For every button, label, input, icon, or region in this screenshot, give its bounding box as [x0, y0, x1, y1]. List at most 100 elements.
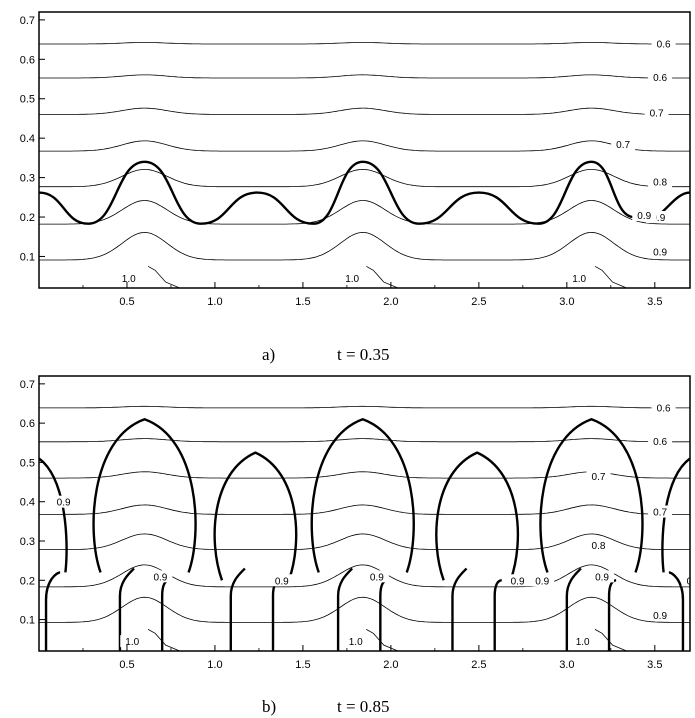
contour-line	[39, 504, 690, 515]
contour-label: 0.7	[650, 109, 664, 120]
contour-label-bg	[590, 570, 615, 583]
contour-label: 0.9	[153, 572, 167, 583]
plot-frame	[38, 375, 691, 652]
contour-line-1-0	[594, 629, 627, 651]
contour-line-1-0	[366, 629, 399, 651]
stem-left	[229, 567, 246, 651]
contour-label-bg	[340, 272, 365, 285]
contour-label: 0.9	[275, 576, 289, 587]
stem-left	[451, 567, 468, 651]
y-tick-label: 0.4	[20, 133, 35, 145]
x-tick-label: 3.5	[647, 296, 662, 308]
x-tick-label: 3.0	[559, 659, 574, 671]
contour-label: 0.9	[637, 211, 651, 222]
y-tick-label: 0.4	[20, 497, 35, 509]
contour-label-bg	[648, 71, 673, 84]
contour-line	[39, 140, 690, 152]
edge-stem	[44, 571, 61, 651]
x-tick-label: 1.0	[207, 659, 222, 671]
bubble-outline	[213, 451, 298, 581]
contour-label-bg	[648, 245, 673, 258]
plot-frame	[38, 11, 691, 289]
y-tick-label: 0.2	[20, 575, 35, 587]
contour-label: 0.7	[616, 140, 630, 151]
contour-label-bg	[681, 574, 690, 587]
contour-line-1-0	[594, 265, 627, 288]
contour-label: 0.6	[653, 73, 667, 84]
contour-label: 0.7	[653, 508, 667, 519]
x-tick-label: 0.5	[119, 296, 134, 308]
contour-label: 1.0	[572, 274, 586, 285]
plot-area: 0.60.60.70.70.80.90.90.91.0 1.0 1.0	[39, 37, 690, 288]
contour-label-bg	[651, 37, 676, 50]
x-tick-label: 2.5	[471, 296, 486, 308]
contour-label: 0.8	[592, 541, 606, 552]
contour-label: 0.9	[651, 213, 665, 224]
y-tick-label: 0.7	[20, 379, 35, 391]
y-tick-label: 0.1	[20, 251, 35, 263]
contour-label: 1.0	[576, 637, 590, 648]
contour-line	[39, 438, 690, 443]
contour-label: 0.9	[653, 611, 667, 622]
stem-left	[118, 567, 135, 651]
contour-label: 1.0	[125, 637, 139, 648]
contour-label: 0.8	[653, 178, 667, 189]
contour-line	[39, 168, 690, 188]
contour-line	[39, 533, 690, 550]
contour-label-bg	[51, 495, 76, 508]
stem-left	[565, 567, 582, 651]
contour-line	[39, 405, 690, 409]
contour-label-bg	[648, 434, 673, 447]
contour-label-bg	[648, 608, 673, 621]
contour-label-bg	[505, 574, 530, 587]
y-tick-label: 0.1	[20, 615, 35, 627]
x-tick-label: 2.0	[383, 659, 398, 671]
y-tick-label: 0.3	[20, 173, 35, 185]
edge-bubble-outline	[39, 457, 68, 573]
contour-line-1-0	[147, 629, 180, 651]
contour-label-bg	[116, 272, 141, 285]
edge-stem	[668, 571, 685, 651]
stem-right	[160, 579, 170, 651]
contour-label-bg	[570, 635, 595, 648]
contour-label: 0.9	[535, 576, 549, 587]
panel-b-time: t = 0.85	[337, 697, 390, 716]
contour-line-1-0	[147, 265, 180, 288]
contour-label-bg	[269, 574, 294, 587]
contour-line	[39, 200, 690, 225]
contour-label-bg	[648, 505, 673, 518]
contour-line	[39, 74, 690, 79]
contour-line	[39, 231, 690, 261]
contour-line	[39, 596, 690, 623]
stem-right	[493, 579, 502, 651]
contour-line-1-0	[366, 265, 399, 288]
contour-label: 0.7	[592, 472, 606, 483]
stem-right	[271, 579, 281, 651]
x-tick-label: 1.5	[295, 296, 310, 308]
stem-right	[607, 579, 617, 651]
y-tick-label: 0.5	[20, 94, 35, 106]
contour-label-bg	[586, 470, 611, 483]
contour-label-bg	[651, 401, 676, 414]
panel-b: 0.6 0.6 0.7 0.7 0.8 0.9 0.9 0.9 0.9 0.9 0.9 0.9 0.9 0…	[20, 375, 691, 671]
panel-a: 0.60.60.70.70.80.90.90.91.0 1.0 1.00.5 1.0 1…	[20, 11, 691, 308]
x-tick-label: 3.5	[647, 659, 662, 671]
contour-line	[39, 42, 690, 45]
contour-label-bg	[530, 574, 555, 587]
bubble-outline	[92, 418, 197, 573]
panel-a-time: t = 0.35	[337, 345, 390, 364]
contour-label-bg	[586, 538, 611, 551]
contour-label-bg	[148, 570, 173, 583]
contour-line	[39, 564, 690, 588]
bubble-outline	[539, 418, 644, 573]
contour-label: 1.0	[345, 274, 359, 285]
contour-line	[39, 107, 690, 115]
stem-left	[336, 567, 354, 651]
contour-line	[39, 471, 690, 479]
x-tick-label: 3.0	[559, 296, 574, 308]
panel-a-label: a)	[262, 345, 275, 364]
stem-right	[379, 579, 388, 651]
x-tick-label: 0.5	[119, 659, 134, 671]
contour-label-bg	[644, 106, 669, 119]
contour-label-bg	[343, 635, 368, 648]
